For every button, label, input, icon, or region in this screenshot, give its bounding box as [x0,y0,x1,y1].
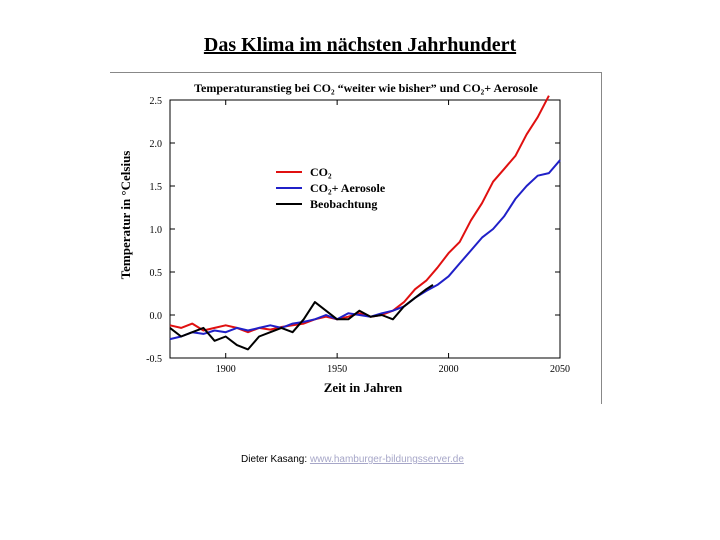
credit: Dieter Kasang: www.hamburger-bildungsser… [241,454,464,465]
series-line [169,159,561,341]
y-tick-label: 0.0 [150,311,163,322]
y-tick-label: 1.5 [150,182,163,193]
x-tick-label: 1950 [327,364,347,375]
credit-author: Dieter Kasang: [241,454,310,465]
x-tick-label: 1900 [216,364,236,375]
y-tick-label: 2.0 [150,139,163,150]
series-line [169,95,550,334]
series-line [169,284,434,351]
legend-label: CO₂+ Aerosole [310,181,386,195]
chart-title: Temperaturanstieg bei CO₂ “weiter wie bi… [194,81,538,95]
y-axis-label: Temperatur in °Celsius [118,151,133,280]
x-tick-label: 2000 [439,364,459,375]
legend: CO₂ CO₂+ Aerosole Beobachtung [276,165,386,211]
y-tick-label: -0.5 [146,354,162,365]
axes: -0.5 0.0 0.5 1.0 1.5 2.0 2.5 1900 1950 2000 2050 [146,96,570,375]
credit-link[interactable]: www.hamburger-bildungsserver.de [309,454,464,465]
x-axis-label: Zeit in Jahren [324,380,403,395]
x-tick-label: 2050 [550,364,570,375]
temperature-chart: Temperaturanstieg bei CO₂ “weiter wie bi… [118,81,570,395]
series-group [169,95,561,351]
y-tick-label: 2.5 [150,96,163,107]
slide-title: Das Klima im nächsten Jahrhundert [203,34,517,56]
y-tick-label: 1.0 [150,225,163,236]
y-tick-label: 0.5 [150,268,163,279]
legend-label: Beobachtung [310,197,377,211]
plot-frame [169,99,561,359]
figure-frame [110,72,602,404]
legend-label: CO₂ [310,165,332,179]
